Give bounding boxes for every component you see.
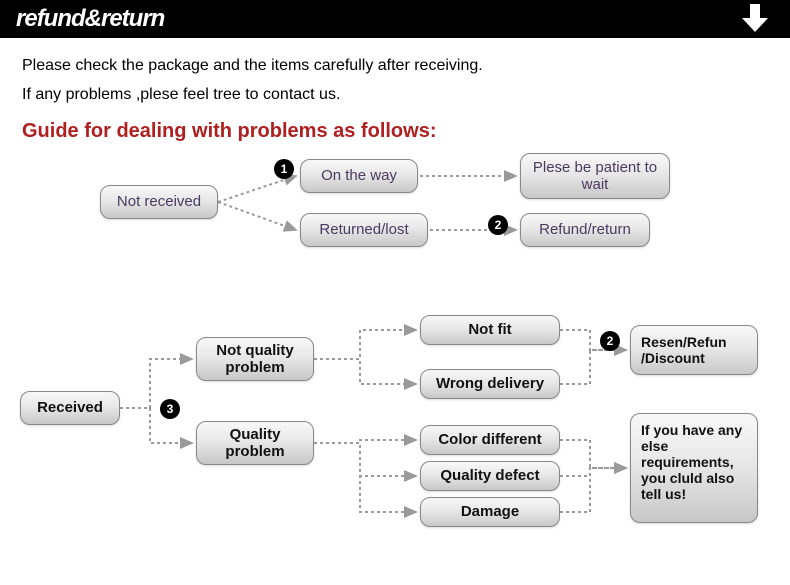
node-on-the-way: On the way (300, 159, 418, 193)
node-damage: Damage (420, 497, 560, 527)
badge-2a: 2 (488, 215, 508, 235)
node-quality: Quality problem (196, 421, 314, 465)
node-not-fit: Not fit (420, 315, 560, 345)
header-bar: refund&return (0, 0, 790, 38)
node-wrong-delivery: Wrong delivery (420, 369, 560, 399)
node-returned-lost: Returned/lost (300, 213, 428, 247)
intro-line-1: Please check the package and the items c… (22, 52, 768, 81)
badge-1: 1 (274, 159, 294, 179)
node-if-else: If you have any else requirements, you c… (630, 413, 758, 523)
flowchart-canvas: Not received On the way Returned/lost Pl… (0, 153, 790, 573)
guide-title: Guide for dealing with problems as follo… (0, 116, 790, 153)
node-refund-return: Refund/return (520, 213, 650, 247)
node-color-different: Color different (420, 425, 560, 455)
node-not-quality: Not quality problem (196, 337, 314, 381)
header-title: refund&return (16, 5, 164, 33)
node-resen-refund-discount: Resen/Refun /Discount (630, 325, 758, 375)
node-not-received: Not received (100, 185, 218, 219)
badge-2b: 2 (600, 331, 620, 351)
badge-3: 3 (160, 399, 180, 419)
down-arrow-icon (738, 4, 772, 39)
intro-text: Please check the package and the items c… (0, 38, 790, 116)
node-quality-defect: Quality defect (420, 461, 560, 491)
intro-line-2: If any problems ,plese feel tree to cont… (22, 81, 768, 110)
node-please-wait: Plese be patient to wait (520, 153, 670, 199)
node-received: Received (20, 391, 120, 425)
